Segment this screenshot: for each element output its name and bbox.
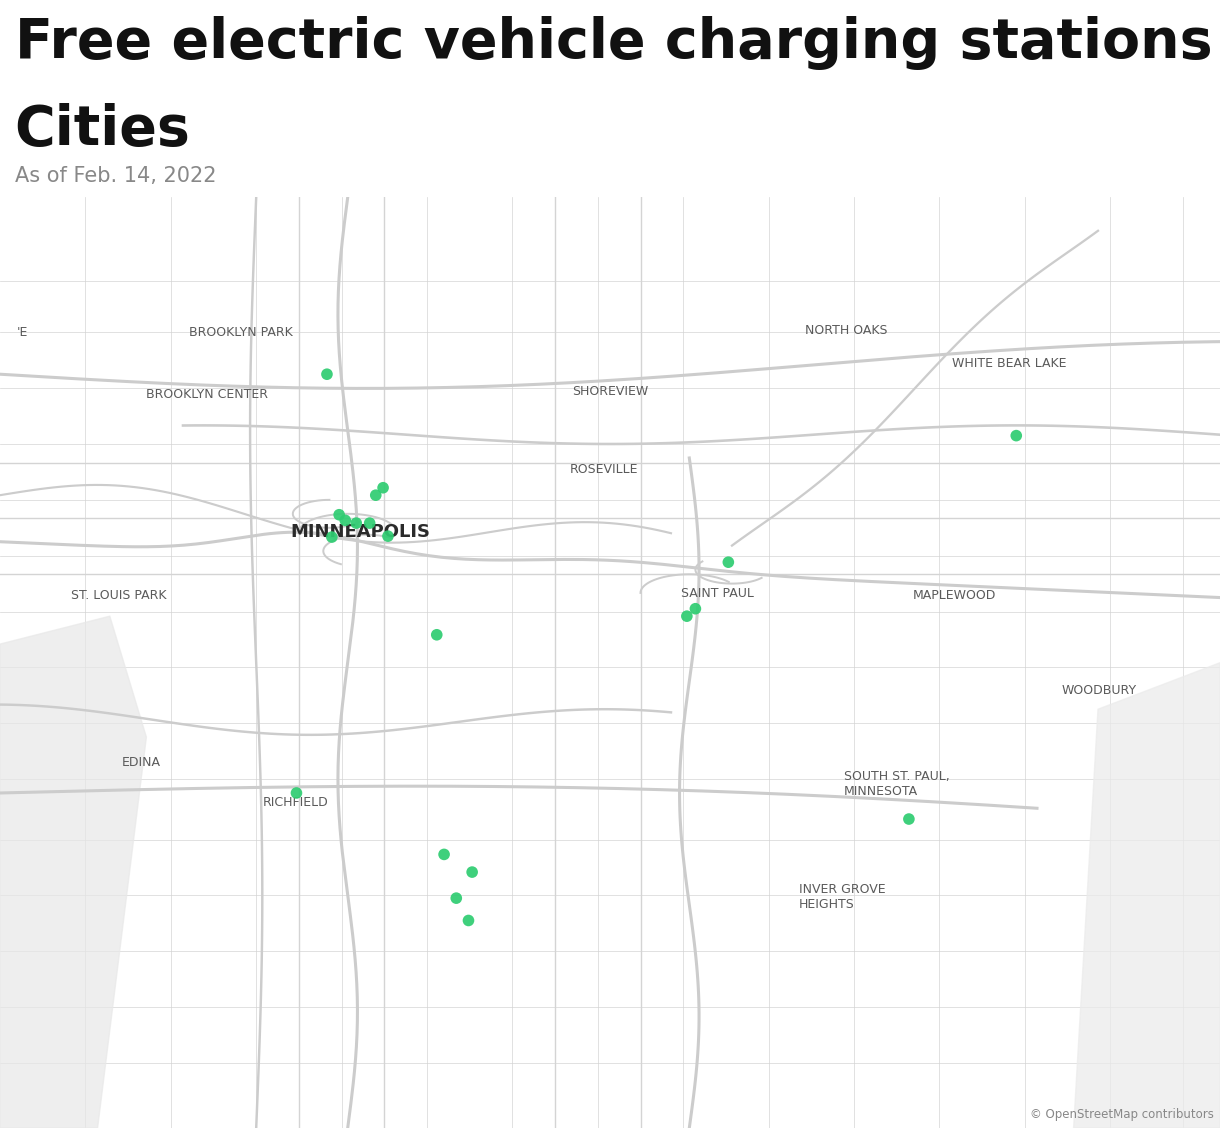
Point bbox=[346, 514, 366, 532]
Point bbox=[373, 478, 393, 496]
Text: MINNEAPOLIS: MINNEAPOLIS bbox=[290, 523, 431, 541]
Point bbox=[447, 889, 466, 907]
Point bbox=[317, 365, 337, 384]
Point bbox=[378, 527, 398, 545]
Point bbox=[719, 553, 738, 571]
Point bbox=[427, 626, 447, 644]
Text: WHITE BEAR LAKE: WHITE BEAR LAKE bbox=[952, 358, 1066, 370]
Text: WOODBURY: WOODBURY bbox=[1061, 684, 1137, 697]
Text: © OpenStreetMap contributors: © OpenStreetMap contributors bbox=[1030, 1108, 1214, 1120]
Text: Free electric vehicle charging stations in the Twin: Free electric vehicle charging stations … bbox=[15, 16, 1220, 70]
Text: SHOREVIEW: SHOREVIEW bbox=[572, 386, 648, 398]
Point bbox=[1006, 426, 1026, 444]
Text: SOUTH ST. PAUL,
MINNESOTA: SOUTH ST. PAUL, MINNESOTA bbox=[844, 769, 950, 797]
Point bbox=[459, 911, 478, 929]
Point bbox=[677, 607, 697, 625]
Point bbox=[686, 600, 705, 618]
Text: ROSEVILLE: ROSEVILLE bbox=[570, 462, 638, 476]
Polygon shape bbox=[0, 616, 146, 1128]
Text: As of Feb. 14, 2022: As of Feb. 14, 2022 bbox=[15, 166, 216, 186]
Text: INVER GROVE
HEIGHTS: INVER GROVE HEIGHTS bbox=[799, 883, 886, 911]
Text: 'E: 'E bbox=[17, 326, 28, 338]
Point bbox=[366, 486, 386, 504]
Point bbox=[434, 845, 454, 863]
Text: ST. LOUIS PARK: ST. LOUIS PARK bbox=[71, 589, 166, 602]
Point bbox=[329, 505, 349, 523]
Text: BROOKLYN CENTER: BROOKLYN CENTER bbox=[146, 388, 268, 402]
Point bbox=[336, 511, 355, 529]
Text: NORTH OAKS: NORTH OAKS bbox=[805, 324, 888, 337]
Point bbox=[462, 863, 482, 881]
Text: BROOKLYN PARK: BROOKLYN PARK bbox=[189, 326, 293, 338]
Point bbox=[360, 514, 379, 532]
Text: MAPLEWOOD: MAPLEWOOD bbox=[913, 589, 996, 602]
Text: EDINA: EDINA bbox=[122, 756, 161, 769]
Point bbox=[322, 528, 342, 546]
Point bbox=[899, 810, 919, 828]
Text: Cities: Cities bbox=[15, 103, 190, 157]
Point bbox=[287, 784, 306, 802]
Text: RICHFIELD: RICHFIELD bbox=[262, 795, 328, 809]
Polygon shape bbox=[1074, 663, 1220, 1128]
Text: SAINT PAUL: SAINT PAUL bbox=[681, 588, 754, 600]
